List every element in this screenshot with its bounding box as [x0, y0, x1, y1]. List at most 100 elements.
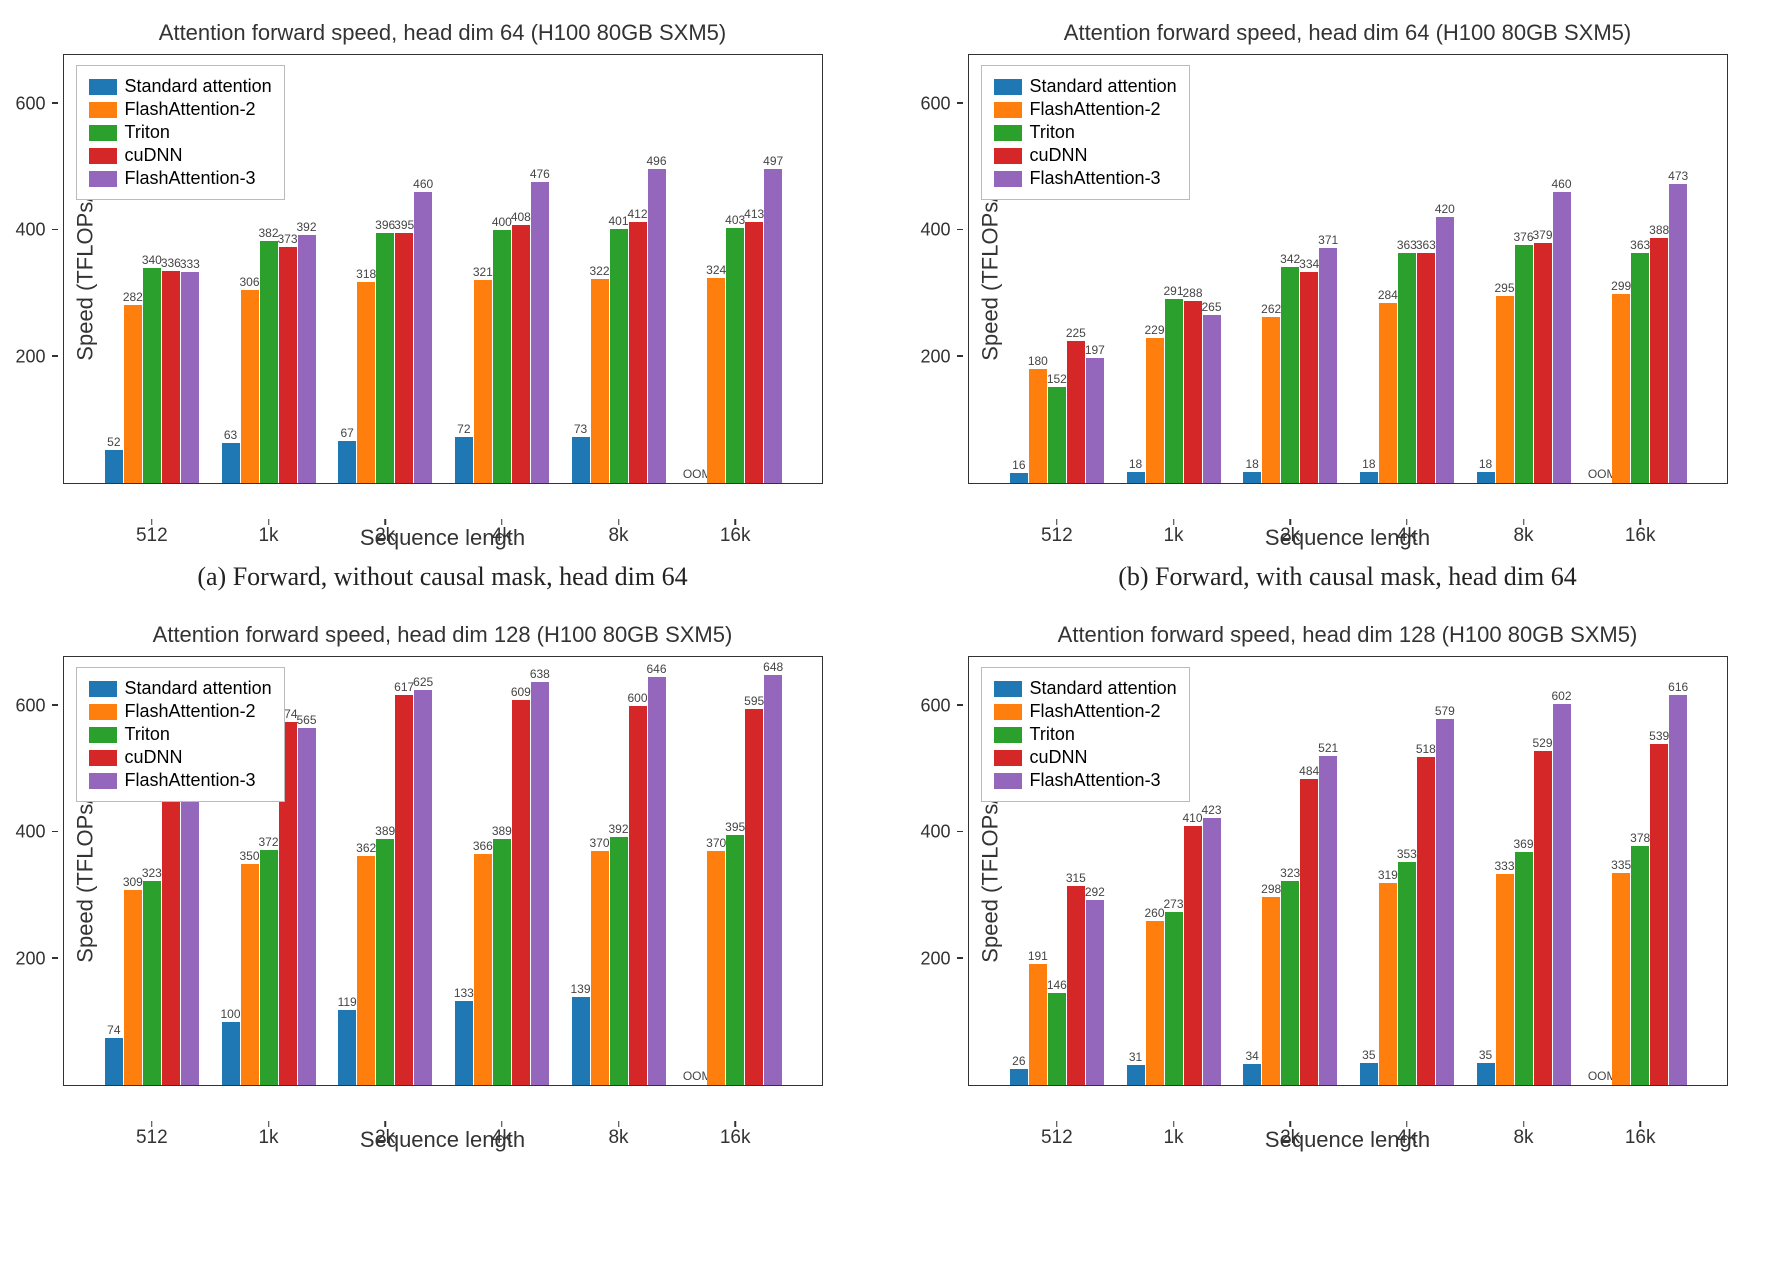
- x-tick-mark: [734, 519, 736, 525]
- legend-item: Triton: [89, 724, 272, 745]
- legend-swatch: [89, 125, 117, 141]
- bar-value-label: 73: [574, 422, 587, 436]
- bar-value-label: 372: [258, 835, 278, 849]
- bar-value-label: 284: [1378, 288, 1398, 302]
- bar: 420: [1436, 217, 1454, 483]
- bar-value-label: 34: [1245, 1049, 1258, 1063]
- bar: 423: [1203, 818, 1221, 1085]
- bar: 273: [1165, 912, 1183, 1085]
- bar: 595: [745, 709, 763, 1085]
- x-tick-mark: [268, 519, 270, 525]
- x-tick-mark: [1639, 519, 1641, 525]
- bar-value-label: 18: [1129, 457, 1142, 471]
- bar: 288: [1184, 301, 1202, 483]
- bar-value-label: 146: [1047, 978, 1067, 992]
- bar-value-label: 400: [492, 215, 512, 229]
- bar-value-label: 74: [107, 1023, 120, 1037]
- y-tick-mark: [957, 229, 963, 231]
- bar-value-label: 370: [589, 836, 609, 850]
- bar: 476: [531, 182, 549, 483]
- bar-value-label: 529: [1532, 736, 1552, 750]
- bar: 31: [1127, 1065, 1145, 1085]
- bar-value-label: 497: [763, 154, 783, 168]
- legend-item: cuDNN: [994, 145, 1177, 166]
- bar-value-label: 410: [1182, 811, 1202, 825]
- bar: 379: [1534, 243, 1552, 483]
- bar: 63: [222, 443, 240, 483]
- bar: 565: [298, 728, 316, 1085]
- legend-label: FlashAttention-3: [1030, 168, 1161, 189]
- legend-swatch: [89, 171, 117, 187]
- bar-value-label: 291: [1163, 284, 1183, 298]
- bar: 26: [1010, 1069, 1028, 1085]
- bar-group: 52282340336333: [102, 268, 202, 483]
- bar: 322: [591, 279, 609, 483]
- x-tick-label: 16k: [720, 525, 751, 547]
- y-tick-mark: [957, 704, 963, 706]
- bar: 67: [338, 441, 356, 483]
- bar: 133: [455, 1001, 473, 1085]
- bar-value-label: 340: [142, 253, 162, 267]
- bar-value-label: 319: [1378, 868, 1398, 882]
- bar: 395: [395, 233, 413, 483]
- bar-value-label: 306: [239, 275, 259, 289]
- bar-value-label: 197: [1085, 343, 1105, 357]
- bar-value-label: 265: [1201, 300, 1221, 314]
- plot-box: 200400600Speed (TFLOPs/s)5121k2k4k8k16kS…: [968, 54, 1728, 484]
- bar: 366: [474, 854, 492, 1085]
- bar: 336: [162, 271, 180, 483]
- bar-value-label: 370: [706, 836, 726, 850]
- bar-value-label: 324: [706, 263, 726, 277]
- bar-value-label: 600: [627, 691, 647, 705]
- bar: 333: [181, 272, 199, 483]
- y-tick-label: 400: [2, 822, 52, 843]
- y-tick-mark: [957, 355, 963, 357]
- bar: 152: [1048, 387, 1066, 483]
- panel-caption: (a) Forward, without causal mask, head d…: [197, 562, 687, 592]
- bar-value-label: 322: [589, 264, 609, 278]
- bar: 369: [1515, 852, 1533, 1085]
- bar-value-label: 595: [744, 694, 764, 708]
- y-tick-mark: [52, 957, 58, 959]
- bar-value-label: 18: [1362, 457, 1375, 471]
- x-tick-label: 1k: [1163, 1127, 1183, 1149]
- bar: 497: [764, 169, 782, 483]
- bar-value-label: 401: [608, 214, 628, 228]
- legend-item: cuDNN: [89, 747, 272, 768]
- bar-value-label: 648: [763, 660, 783, 674]
- bar: 291: [1165, 299, 1183, 483]
- y-tick-label: 200: [2, 346, 52, 367]
- bar: 323: [1281, 881, 1299, 1085]
- bar: 388: [1650, 238, 1668, 483]
- bar: 382: [260, 241, 278, 483]
- y-tick-label: 400: [2, 220, 52, 241]
- legend-item: FlashAttention-3: [994, 168, 1177, 189]
- bar: 353: [1398, 862, 1416, 1085]
- bar-value-label: 72: [457, 422, 470, 436]
- bar-value-label: 403: [725, 213, 745, 227]
- bar: 340: [143, 268, 161, 483]
- bar: 18: [1477, 472, 1495, 483]
- bar: 139: [572, 997, 590, 1085]
- x-tick-mark: [1523, 519, 1525, 525]
- bar: 16: [1010, 473, 1028, 483]
- x-tick-label: 512: [136, 525, 168, 547]
- bar: 403: [726, 228, 744, 483]
- bar: 518: [1417, 757, 1435, 1085]
- legend-label: FlashAttention-2: [125, 99, 256, 120]
- bar: 521: [1319, 756, 1337, 1085]
- x-tick-label: 512: [1041, 525, 1073, 547]
- bar-value-label: 335: [1611, 858, 1631, 872]
- bar-value-label: 408: [511, 210, 531, 224]
- chart-panel-c: Attention forward speed, head dim 128 (H…: [20, 622, 865, 1164]
- bar-value-label: 362: [356, 841, 376, 855]
- legend-swatch: [89, 704, 117, 720]
- bar: 413: [745, 222, 763, 483]
- bar: 197: [1086, 358, 1104, 483]
- bar: 378: [1631, 846, 1649, 1085]
- bar: 609: [512, 700, 530, 1085]
- bar: 473: [1669, 184, 1687, 483]
- x-tick-mark: [618, 1121, 620, 1127]
- bar-value-label: 323: [142, 866, 162, 880]
- bar-value-label: 315: [1066, 871, 1086, 885]
